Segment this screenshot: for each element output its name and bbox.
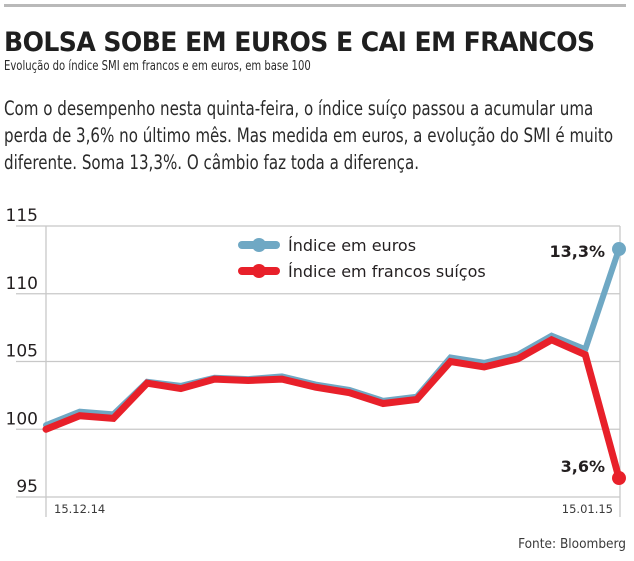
y-tick-label: 115 (6, 206, 38, 226)
y-tick-label: 100 (6, 409, 38, 429)
end-value-label: 13,3% (549, 242, 605, 261)
end-point-francos (612, 471, 626, 486)
x-axis-labels: 15.12.14 15.01.15 (54, 502, 613, 516)
x-tick-label: 15.01.15 (562, 502, 613, 516)
source-note: Fonte: Bloomberg (518, 536, 626, 552)
x-tick-label: 15.12.14 (54, 502, 105, 516)
end-labels: 13,3% 3,6% (549, 242, 605, 476)
line-chart: 95 100 105 110 115 15.12.14 15.01.15 Índice e… (6, 206, 626, 517)
legend-label: Índice em francos suíços (288, 262, 486, 281)
legend: Índice em euros Índice em francos suíços (238, 236, 486, 281)
gridlines (16, 225, 621, 517)
legend-label: Índice em euros (288, 236, 416, 255)
series-lines (42, 242, 626, 486)
y-axis-ticks: 95 100 105 110 115 (6, 206, 38, 497)
legend-marker (252, 238, 266, 252)
legend-marker (252, 264, 266, 278)
end-value-label: 3,6% (561, 457, 605, 476)
y-tick-label: 110 (6, 274, 38, 294)
series-line-francos (42, 335, 623, 482)
lead-paragraph: Com o desempenho nesta quinta-feira, o í… (4, 97, 614, 174)
end-point-euros (612, 242, 626, 257)
top-rule (4, 4, 626, 7)
y-tick-label: 105 (6, 342, 38, 362)
chart-title: BOLSA SOBE EM EUROS E CAI EM FRANCOS (4, 27, 595, 58)
chart-subtitle: Evolução do índice SMI em francos e em e… (4, 59, 311, 74)
y-tick-label: 95 (16, 477, 38, 497)
